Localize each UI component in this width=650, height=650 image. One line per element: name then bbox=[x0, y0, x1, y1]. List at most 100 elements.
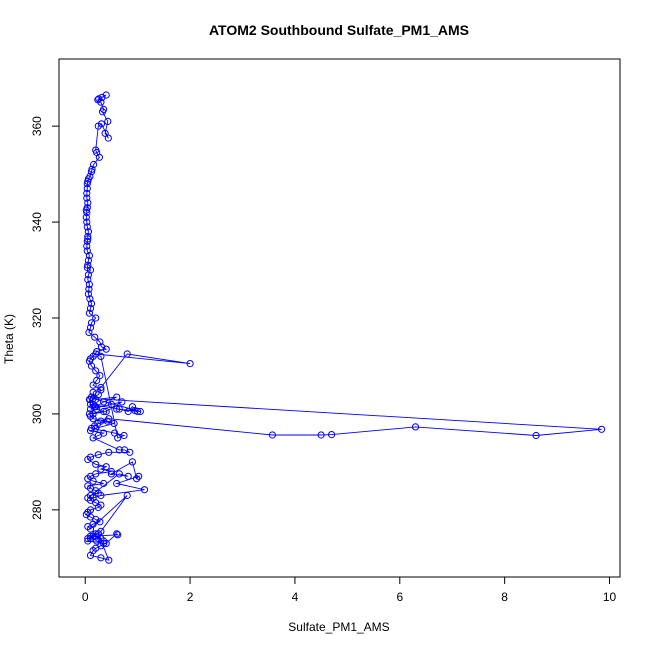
data-point bbox=[91, 333, 99, 341]
x-tick-label: 8 bbox=[501, 590, 508, 604]
data-point bbox=[92, 460, 100, 468]
data-point bbox=[94, 503, 102, 512]
data-point bbox=[86, 304, 95, 312]
data-point bbox=[532, 431, 540, 440]
y-tick-label: 280 bbox=[30, 500, 44, 520]
data-point bbox=[92, 314, 100, 322]
data-point bbox=[97, 417, 105, 425]
data-point bbox=[411, 423, 420, 431]
data-point bbox=[105, 415, 113, 423]
y-axis-label: Theta (K) bbox=[2, 314, 16, 364]
data-point bbox=[92, 532, 100, 540]
x-tick-label: 10 bbox=[603, 590, 617, 604]
data-point bbox=[84, 276, 92, 284]
data-point bbox=[84, 256, 93, 264]
data-point bbox=[113, 393, 121, 401]
data-point bbox=[83, 208, 91, 217]
data-point bbox=[86, 427, 95, 435]
data-point bbox=[186, 360, 194, 368]
data-point bbox=[102, 345, 110, 353]
data-point bbox=[86, 266, 95, 274]
data-point bbox=[84, 199, 92, 207]
data-point bbox=[86, 532, 95, 540]
data-point bbox=[131, 407, 139, 415]
data-point bbox=[114, 434, 122, 442]
data-point bbox=[98, 108, 107, 116]
data-point bbox=[107, 467, 116, 476]
data-point bbox=[85, 280, 94, 288]
data-point bbox=[100, 407, 108, 416]
y-tick-label: 360 bbox=[30, 116, 44, 136]
y-tick-label: 340 bbox=[30, 212, 44, 232]
data-point bbox=[140, 486, 149, 494]
data-point bbox=[83, 194, 91, 202]
data-point bbox=[84, 271, 93, 279]
data-point bbox=[87, 362, 96, 370]
data-point bbox=[92, 350, 100, 358]
data-point bbox=[82, 510, 90, 519]
data-point bbox=[86, 551, 95, 560]
data-point bbox=[97, 98, 105, 106]
data-point bbox=[92, 367, 100, 375]
data-point bbox=[317, 431, 325, 439]
y-tick-label: 300 bbox=[30, 404, 44, 424]
data-point bbox=[115, 470, 123, 478]
data-point bbox=[124, 472, 132, 480]
data-point bbox=[104, 134, 112, 142]
data-point bbox=[89, 477, 97, 485]
x-tick-label: 2 bbox=[187, 590, 194, 604]
data-point bbox=[90, 160, 98, 169]
data-point bbox=[85, 395, 94, 404]
series-layer bbox=[82, 91, 606, 564]
data-point bbox=[83, 189, 91, 197]
data-point bbox=[133, 475, 141, 483]
data-point bbox=[135, 472, 143, 480]
data-point bbox=[86, 324, 95, 332]
data-point bbox=[110, 419, 118, 428]
y-tick-label: 320 bbox=[30, 308, 44, 328]
data-point bbox=[113, 530, 121, 538]
data-point bbox=[113, 479, 121, 488]
data-point bbox=[97, 491, 105, 500]
x-tick-label: 6 bbox=[396, 590, 403, 604]
data-point bbox=[84, 455, 92, 464]
data-point bbox=[107, 470, 116, 478]
data-point bbox=[86, 525, 95, 533]
data-point bbox=[85, 357, 94, 365]
data-point bbox=[83, 237, 91, 245]
data-point bbox=[94, 451, 102, 459]
data-point bbox=[85, 252, 94, 260]
data-point bbox=[115, 405, 123, 413]
data-point bbox=[105, 448, 113, 456]
data-point bbox=[115, 446, 123, 454]
data-point bbox=[93, 376, 101, 384]
data-point bbox=[82, 213, 90, 221]
data-point bbox=[102, 91, 110, 99]
data-point bbox=[89, 381, 97, 389]
data-point bbox=[268, 431, 276, 439]
data-point bbox=[84, 290, 93, 298]
data-point bbox=[97, 554, 105, 562]
x-tick-label: 4 bbox=[292, 590, 299, 604]
data-point bbox=[136, 407, 144, 416]
data-point bbox=[598, 425, 606, 433]
data-point bbox=[89, 415, 97, 423]
data-point bbox=[87, 168, 96, 176]
y-axis: 280 300 320 340 360 bbox=[30, 116, 60, 520]
data-point bbox=[87, 319, 96, 327]
data-point bbox=[123, 491, 131, 500]
data-point bbox=[97, 465, 105, 473]
data-point bbox=[89, 434, 97, 442]
data-point bbox=[93, 537, 101, 545]
data-point bbox=[96, 518, 104, 526]
data-point bbox=[83, 242, 91, 250]
data-point bbox=[100, 398, 108, 406]
data-point bbox=[85, 328, 93, 336]
data-point bbox=[96, 372, 104, 380]
data-point bbox=[102, 407, 110, 416]
data-point bbox=[84, 228, 93, 236]
data-point bbox=[100, 537, 108, 545]
data-point bbox=[94, 122, 102, 130]
data-point bbox=[104, 117, 112, 126]
